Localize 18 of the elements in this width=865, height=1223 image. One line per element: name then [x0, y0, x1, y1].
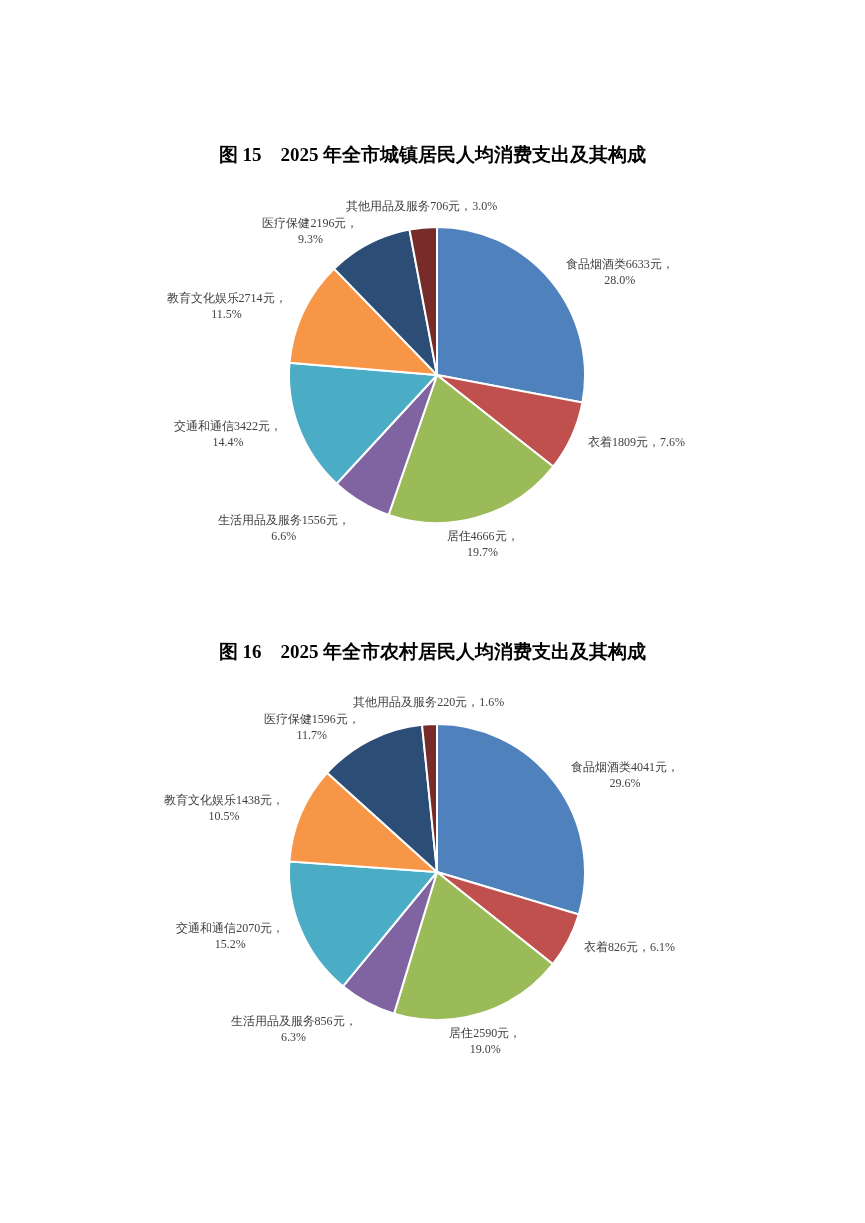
chart-title: 图 16 2025 年全市农村居民人均消费支出及其构成: [217, 640, 648, 664]
slice-label: 生活用品及服务856元，6.3%: [230, 1013, 357, 1044]
slice-label: 医疗保健1596元，11.7%: [263, 712, 360, 743]
slice-label: 居住2590元，19.0%: [449, 1025, 522, 1056]
slice-label: 衣着1809元，7.6%: [587, 435, 685, 450]
slice-label: 居住4666元，19.7%: [446, 529, 519, 560]
slice-label: 教育文化娱乐1438元，10.5%: [163, 793, 284, 824]
slice-label: 教育文化娱乐2714元，11.5%: [166, 290, 287, 321]
slice-label: 生活用品及服务1556元，6.6%: [217, 512, 350, 543]
slice-label: 衣着826元，6.1%: [584, 940, 676, 954]
slice-label: 交通和通信2070元，15.2%: [176, 920, 285, 951]
slice-label: 其他用品及服务706元，3.0%: [346, 198, 498, 213]
slice-label: 其他用品及服务220元，1.6%: [353, 695, 505, 710]
slice-label: 医疗保健2196元，9.3%: [262, 216, 359, 247]
chart-title: 图 15 2025 年全市城镇居民人均消费支出及其构成: [217, 143, 648, 167]
slice-label: 食品烟酒类4041元，29.6%: [570, 760, 679, 791]
slice-label: 食品烟酒类6633元，28.0%: [565, 256, 674, 287]
slice-label: 交通和通信3422元，14.4%: [174, 418, 283, 449]
